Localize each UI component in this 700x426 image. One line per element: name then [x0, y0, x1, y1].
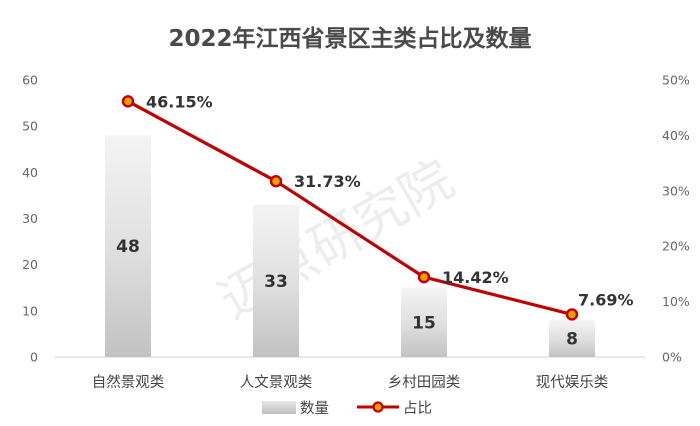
ratio-point — [121, 95, 135, 108]
category-label: 自然景观类 — [92, 374, 165, 391]
bar-data-label: 15 — [412, 313, 436, 333]
y-left-tick-label: 0 — [30, 350, 38, 365]
y-right-axis: 0% 10% 20% 30% 40% 50% — [662, 73, 690, 365]
y-right-tick-label: 30% — [662, 183, 690, 198]
bar-data-label: 33 — [264, 272, 288, 292]
y-left-tick-label: 40 — [22, 165, 38, 180]
ratio-data-label: 46.15% — [146, 92, 213, 111]
bar-data-label: 8 — [566, 330, 578, 350]
bar — [549, 320, 595, 357]
y-right-tick-label: 20% — [662, 239, 690, 254]
y-left-tick-label: 20 — [22, 257, 38, 272]
y-right-tick-label: 0% — [662, 350, 682, 365]
ratio-point — [269, 175, 283, 188]
bars — [105, 135, 595, 357]
ratio-line — [127, 99, 573, 316]
category-labels: 自然景观类 人文景观类 乡村田园类 现代娱乐类 — [92, 374, 609, 391]
ratio-data-label: 14.42% — [442, 268, 509, 287]
ratio-point — [565, 308, 579, 321]
bar — [105, 135, 151, 357]
y-left-axis: 0 10 20 30 40 50 60 — [22, 73, 38, 365]
legend-line-marker — [372, 401, 384, 413]
y-right-tick-label: 10% — [662, 294, 690, 309]
ratio-point — [417, 270, 431, 284]
category-label: 人文景观类 — [240, 374, 313, 391]
y-left-tick-label: 30 — [22, 211, 38, 226]
legend-line-label: 占比 — [403, 400, 432, 417]
category-label: 乡村田园类 — [388, 374, 461, 391]
y-right-tick-label: 50% — [662, 73, 690, 88]
ratio-data-label: 31.73% — [294, 172, 361, 191]
bar-labels: 48 33 15 8 — [116, 237, 578, 349]
ratio-data-label: 7.69% — [578, 290, 634, 309]
legend-bar-swatch — [262, 401, 296, 414]
bar — [401, 287, 447, 357]
y-left-tick-label: 60 — [22, 73, 38, 88]
y-right-tick-label: 40% — [662, 128, 690, 143]
legend: 数量 占比 — [262, 400, 432, 417]
y-left-tick-label: 50 — [22, 119, 38, 134]
line-series: 46.15% 31.73% 14.42% 7.69% — [121, 92, 634, 321]
bar-data-label: 48 — [116, 237, 140, 257]
chart-title: 2022年江西省景区主类占比及数量 — [168, 25, 531, 52]
y-left-tick-label: 10 — [22, 303, 38, 318]
bar — [253, 204, 299, 357]
category-label: 现代娱乐类 — [536, 374, 609, 391]
legend-bar-label: 数量 — [300, 400, 329, 417]
